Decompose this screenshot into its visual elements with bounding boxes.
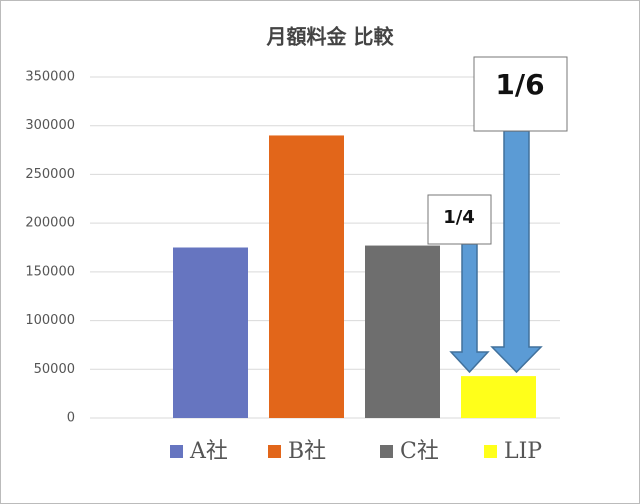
bar <box>365 245 440 418</box>
legend-swatch <box>268 445 281 458</box>
bar <box>269 135 344 418</box>
arrow <box>490 130 543 374</box>
arrow <box>449 243 490 374</box>
bar <box>173 247 248 418</box>
annotation: 1/6 <box>495 68 544 101</box>
y-tick-label: 50000 <box>34 362 75 377</box>
y-tick-label: 150000 <box>25 264 75 279</box>
legend-label: A社 <box>189 439 228 464</box>
annotation-box <box>473 56 568 132</box>
annotations: 1/4 1/6 <box>427 56 568 374</box>
y-tick-label: 200000 <box>25 216 75 231</box>
legend-swatch <box>170 445 183 458</box>
legend-label: C社 <box>400 439 439 464</box>
annotation-box <box>427 194 492 245</box>
bar <box>461 376 536 418</box>
legend-label: B社 <box>288 439 326 464</box>
y-tick-label: 350000 <box>25 70 75 85</box>
legend-swatch <box>380 445 393 458</box>
legend-swatch <box>484 445 497 458</box>
chart-title: 月額料金 比較 <box>266 25 395 49</box>
legend-label: LIP <box>504 439 542 464</box>
y-tick-label: 300000 <box>25 118 75 133</box>
y-tick-label: 250000 <box>25 167 75 182</box>
y-tick-label: 100000 <box>25 313 75 328</box>
annotation: 1/4 <box>443 207 475 228</box>
y-tick-label: 0 <box>67 411 75 426</box>
